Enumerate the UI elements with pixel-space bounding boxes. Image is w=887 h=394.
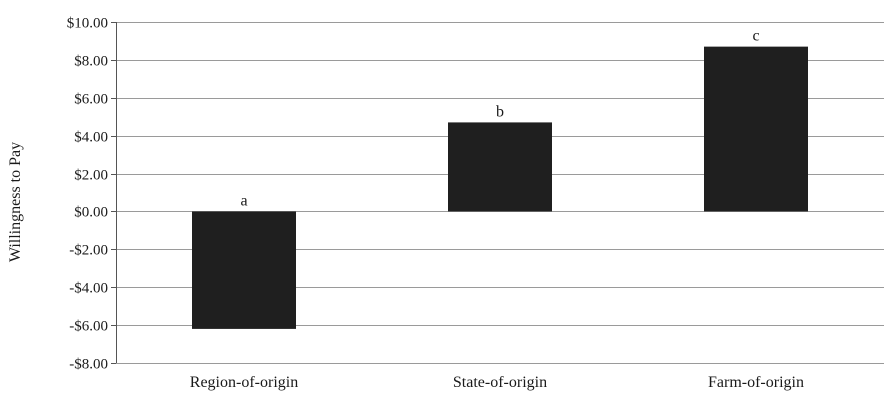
y-tick-label: $2.00 — [74, 168, 108, 184]
y-tick-label: -$6.00 — [69, 319, 108, 335]
y-tick-label: -$4.00 — [69, 281, 108, 297]
bar-annotation: c — [752, 28, 759, 45]
axes — [111, 22, 117, 364]
labels: $10.00 $8.00 $6.00 $4.00 $2.00 $0.00 -$2.00 -$4… — [67, 16, 804, 392]
y-tick-label: -$8.00 — [69, 357, 108, 373]
bar-farm-of-origin — [704, 46, 808, 212]
bar-annotation: a — [240, 192, 247, 209]
y-tick-label: $0.00 — [74, 205, 108, 221]
y-tick-label: -$2.00 — [69, 243, 108, 259]
y-axis-title: Willingness to Pay — [7, 142, 24, 262]
bar-annotation: b — [496, 103, 504, 120]
x-category-label: Region-of-origin — [190, 374, 298, 391]
bars — [192, 46, 808, 329]
y-tick-label: $4.00 — [74, 130, 108, 146]
y-tick-label: $8.00 — [74, 54, 108, 70]
x-category-label: Farm-of-origin — [708, 374, 804, 391]
x-category-label: State-of-origin — [453, 374, 547, 391]
bar-region-of-origin — [192, 211, 296, 329]
y-tick-label: $6.00 — [74, 92, 108, 108]
bar-state-of-origin — [448, 122, 552, 212]
y-tick-label: $10.00 — [67, 16, 108, 32]
